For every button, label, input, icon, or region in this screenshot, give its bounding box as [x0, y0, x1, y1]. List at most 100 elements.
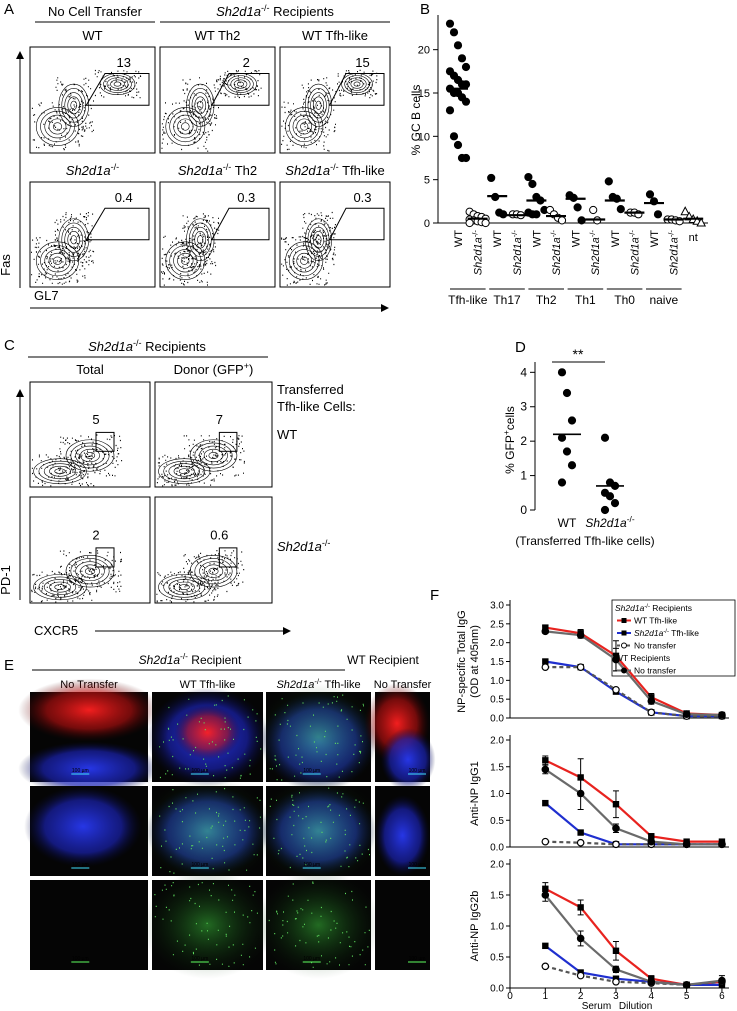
contour: [203, 448, 224, 463]
gate-value: 7: [216, 412, 223, 427]
data-point: [487, 173, 496, 183]
group-header: WT Recipient: [347, 653, 419, 667]
data-point: [576, 631, 585, 639]
data-point: [449, 28, 459, 37]
data-point: [647, 837, 656, 846]
x-axis-label: Serum Dilution: [582, 1001, 653, 1011]
y-tick-label: 1.5: [490, 762, 504, 773]
y-tick-label: 2: [520, 434, 527, 448]
data-point: [567, 416, 577, 425]
contour: [312, 231, 325, 249]
data-point: [576, 789, 585, 798]
stain: [140, 777, 275, 885]
contour: [165, 241, 206, 280]
y-tick-label: 0: [424, 218, 430, 230]
gate: [328, 73, 385, 106]
group-header: Sh2d1a-/- Recipients: [88, 338, 206, 354]
group-label: Th17: [493, 293, 521, 307]
data-point: [461, 97, 471, 106]
data-point: [453, 41, 463, 50]
x-tick-label: WT: [558, 516, 577, 530]
series-line: [545, 666, 722, 718]
data-point: [541, 837, 550, 846]
data-point: [682, 840, 691, 849]
legend-label: Sh2d1a-/- Tfh-like: [634, 628, 699, 638]
y-tick-label: 1.5: [490, 891, 504, 902]
data-point: [461, 62, 471, 72]
legend-label: WT Tfh-like: [634, 616, 677, 626]
contour: [75, 445, 105, 466]
data-point: [532, 210, 541, 219]
contour: [173, 465, 195, 477]
contour: [353, 81, 361, 87]
contour: [191, 226, 209, 253]
data-point: [612, 824, 620, 833]
stain: [18, 741, 160, 796]
y-tick-label: 1.5: [490, 657, 504, 668]
data-point: [589, 205, 598, 215]
legend-label: No transfer: [634, 666, 676, 676]
data-point: [562, 447, 572, 456]
y-tick-label: 5: [424, 175, 430, 187]
contour: [197, 100, 204, 110]
group-label: Th2: [536, 293, 557, 307]
series-line: [544, 887, 723, 987]
group-header: Sh2d1a-/- Recipients: [216, 3, 334, 19]
scale-bar-label: 100 µm: [72, 862, 89, 868]
contour: [350, 79, 364, 89]
contour: [70, 100, 78, 110]
contour: [194, 442, 233, 469]
contour: [312, 96, 325, 115]
y-axis-label: (OD at 405nm): [469, 625, 481, 698]
data-point: [541, 765, 550, 774]
x-tick-label: WT: [453, 230, 465, 247]
stain: [174, 705, 241, 760]
axis-label: CXCR5: [34, 623, 78, 638]
data-point: [718, 976, 726, 985]
series-line: [544, 802, 722, 846]
contour: [35, 241, 80, 280]
x-tick-label: Sh2d1a-/-: [549, 230, 564, 276]
data-point: [541, 891, 550, 899]
gate-value: 15: [355, 55, 369, 70]
y-tick-label: 0.0: [490, 984, 504, 995]
scale-bar-label: 100 µm: [72, 768, 89, 774]
y-tick-label: 0.0: [490, 714, 504, 725]
series-line: [544, 759, 722, 843]
stain: [18, 678, 160, 742]
scale-bar-label: 100 µm: [303, 862, 320, 868]
contour: [177, 252, 194, 269]
panel-label: B: [420, 1, 430, 18]
contour: [54, 584, 66, 590]
data-point: [453, 140, 463, 150]
contour: [84, 567, 96, 575]
y-tick-label: 2.0: [490, 736, 504, 747]
data-point: [612, 947, 620, 954]
axis-label: GL7: [34, 288, 59, 303]
data-point: [445, 19, 455, 28]
contour: [199, 561, 228, 582]
group-label: Th1: [575, 293, 596, 307]
y-axis-label: NP-specific Total IgG: [456, 610, 468, 713]
y-tick-label: 0.5: [490, 953, 504, 964]
plot-frame: [159, 46, 276, 154]
contour: [194, 231, 207, 249]
data-point: [461, 80, 471, 89]
contour: [54, 468, 66, 475]
data-point: [542, 658, 549, 665]
data-point: [647, 977, 656, 986]
x-tick-label: WT: [610, 230, 622, 247]
contour: [178, 468, 190, 475]
column-title: Donor (GFP+): [174, 361, 254, 377]
y-tick-label: 15: [418, 88, 430, 100]
y-tick-label: 1.0: [490, 789, 504, 800]
data-point: [577, 829, 584, 836]
series-line: [544, 768, 722, 846]
gate: [218, 431, 238, 452]
scale-bar-label: 100 µm: [191, 768, 208, 774]
series-line: [545, 630, 722, 717]
data-point: [680, 206, 691, 216]
contour: [173, 249, 198, 273]
data-point: [605, 492, 615, 501]
x-tick-label: 1: [543, 991, 549, 1002]
